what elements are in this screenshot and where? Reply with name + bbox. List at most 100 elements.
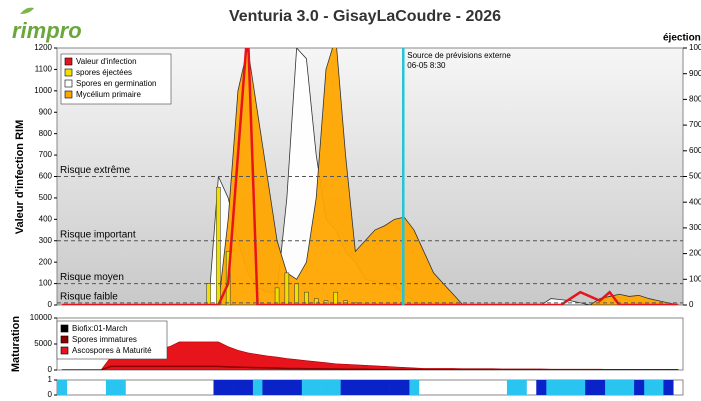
y-tick-label: 1000: [34, 86, 52, 95]
legend-label: Biofix:01-March: [72, 324, 128, 333]
bar: [274, 287, 280, 305]
bar: [634, 380, 645, 395]
bar: [281, 380, 293, 395]
bar: [223, 380, 234, 395]
y-tick-label: 10000: [30, 313, 53, 322]
threshold-label: Risque faible: [60, 291, 118, 302]
bar: [294, 283, 299, 305]
logo: rimpro: [12, 18, 82, 43]
bar: [663, 380, 674, 395]
bar: [57, 380, 68, 395]
y-tick-label: 400: [39, 214, 53, 223]
legend-label: Mycélium primaire: [76, 90, 141, 99]
y-axis-label: Valeur d'infection RIM: [14, 120, 26, 234]
bar: [506, 380, 518, 395]
y-tick-label: 600: [39, 172, 53, 181]
y-tick-label: 0: [48, 390, 53, 399]
bar: [321, 380, 332, 395]
legend-swatch: [64, 90, 73, 99]
annotation: 06-05 8:30: [407, 61, 446, 70]
bar: [350, 380, 361, 395]
bar: [594, 380, 606, 395]
y2-tick-label: 800: [689, 95, 701, 104]
y2-tick-label: 500: [689, 172, 701, 181]
bar: [399, 380, 410, 395]
y-tick-label: 5000: [34, 339, 52, 348]
y-tick-label: 300: [39, 236, 53, 245]
area: [61, 48, 679, 305]
y2-tick-label: 600: [689, 146, 701, 155]
bar: [585, 380, 596, 395]
logo-leaf: [20, 7, 34, 14]
bar: [262, 380, 273, 395]
y-tick-label: 1200: [34, 43, 52, 52]
bar: [301, 380, 312, 395]
bar: [575, 380, 586, 395]
bar: [624, 380, 635, 395]
legend-swatch: [60, 324, 69, 333]
threshold-label: Risque extrême: [60, 165, 130, 176]
bar: [643, 380, 654, 395]
line: [61, 48, 679, 305]
bar: [379, 380, 390, 395]
bar: [311, 380, 322, 395]
legend-label: Valeur d'infection: [76, 57, 137, 66]
y-tick-label: 200: [39, 257, 53, 266]
bar: [242, 380, 253, 395]
bar: [536, 380, 547, 395]
y2-tick-label: 900: [689, 69, 701, 78]
bar: [546, 380, 557, 395]
y-tick-label: 0: [48, 365, 53, 374]
y2-tick-label: 0: [689, 300, 694, 309]
bar: [604, 380, 615, 395]
y-tick-label: 500: [39, 193, 53, 202]
bar: [216, 186, 221, 305]
maturation-marks: [61, 341, 679, 370]
legend-label: Spores en germination: [76, 79, 157, 88]
y-tick-label: 100: [39, 279, 53, 288]
bar: [653, 380, 664, 395]
right-axis-label: éjection: [663, 33, 701, 44]
main-marks: [61, 48, 679, 305]
bar: [252, 380, 263, 395]
legend-swatch: [60, 346, 69, 355]
y2-tick-label: 400: [689, 197, 701, 206]
threshold-label: Risque moyen: [60, 272, 124, 283]
bar: [389, 380, 400, 395]
y-tick-label: 1: [48, 375, 53, 384]
bar: [115, 380, 126, 395]
bar: [291, 380, 302, 395]
bar: [555, 380, 566, 395]
y2-tick-label: 700: [689, 120, 701, 129]
y2-tick-label: 100: [689, 274, 701, 283]
bar: [516, 380, 527, 395]
y-axis-label: Maturation: [10, 316, 22, 373]
bar: [284, 272, 290, 305]
bar: [409, 380, 420, 395]
y2-tick-label: 300: [689, 223, 701, 232]
overlay: 0100200300400500600700800900100011001200…: [30, 43, 701, 399]
y-tick-label: 0: [48, 300, 53, 309]
bar: [565, 380, 576, 395]
bar: [360, 380, 371, 395]
y-tick-label: 800: [39, 129, 53, 138]
legend-swatch: [64, 79, 73, 88]
bar: [233, 380, 244, 395]
legend-label: spores éjectées: [76, 68, 132, 77]
bar: [330, 380, 341, 395]
legend-swatch: [64, 57, 73, 66]
strip-marks: [57, 380, 674, 395]
bar: [105, 380, 116, 395]
y2-tick-label: 200: [689, 249, 701, 258]
y2-tick-label: 1000: [689, 43, 701, 52]
legend-label: Ascospores à Maturité: [72, 346, 152, 355]
bar: [272, 380, 283, 395]
y-tick-label: 900: [39, 107, 53, 116]
bar: [370, 380, 381, 395]
legend-swatch: [60, 335, 69, 344]
line: [61, 365, 679, 370]
threshold-label: Risque important: [60, 229, 136, 240]
y-tick-label: 700: [39, 150, 53, 159]
bar: [313, 298, 319, 305]
